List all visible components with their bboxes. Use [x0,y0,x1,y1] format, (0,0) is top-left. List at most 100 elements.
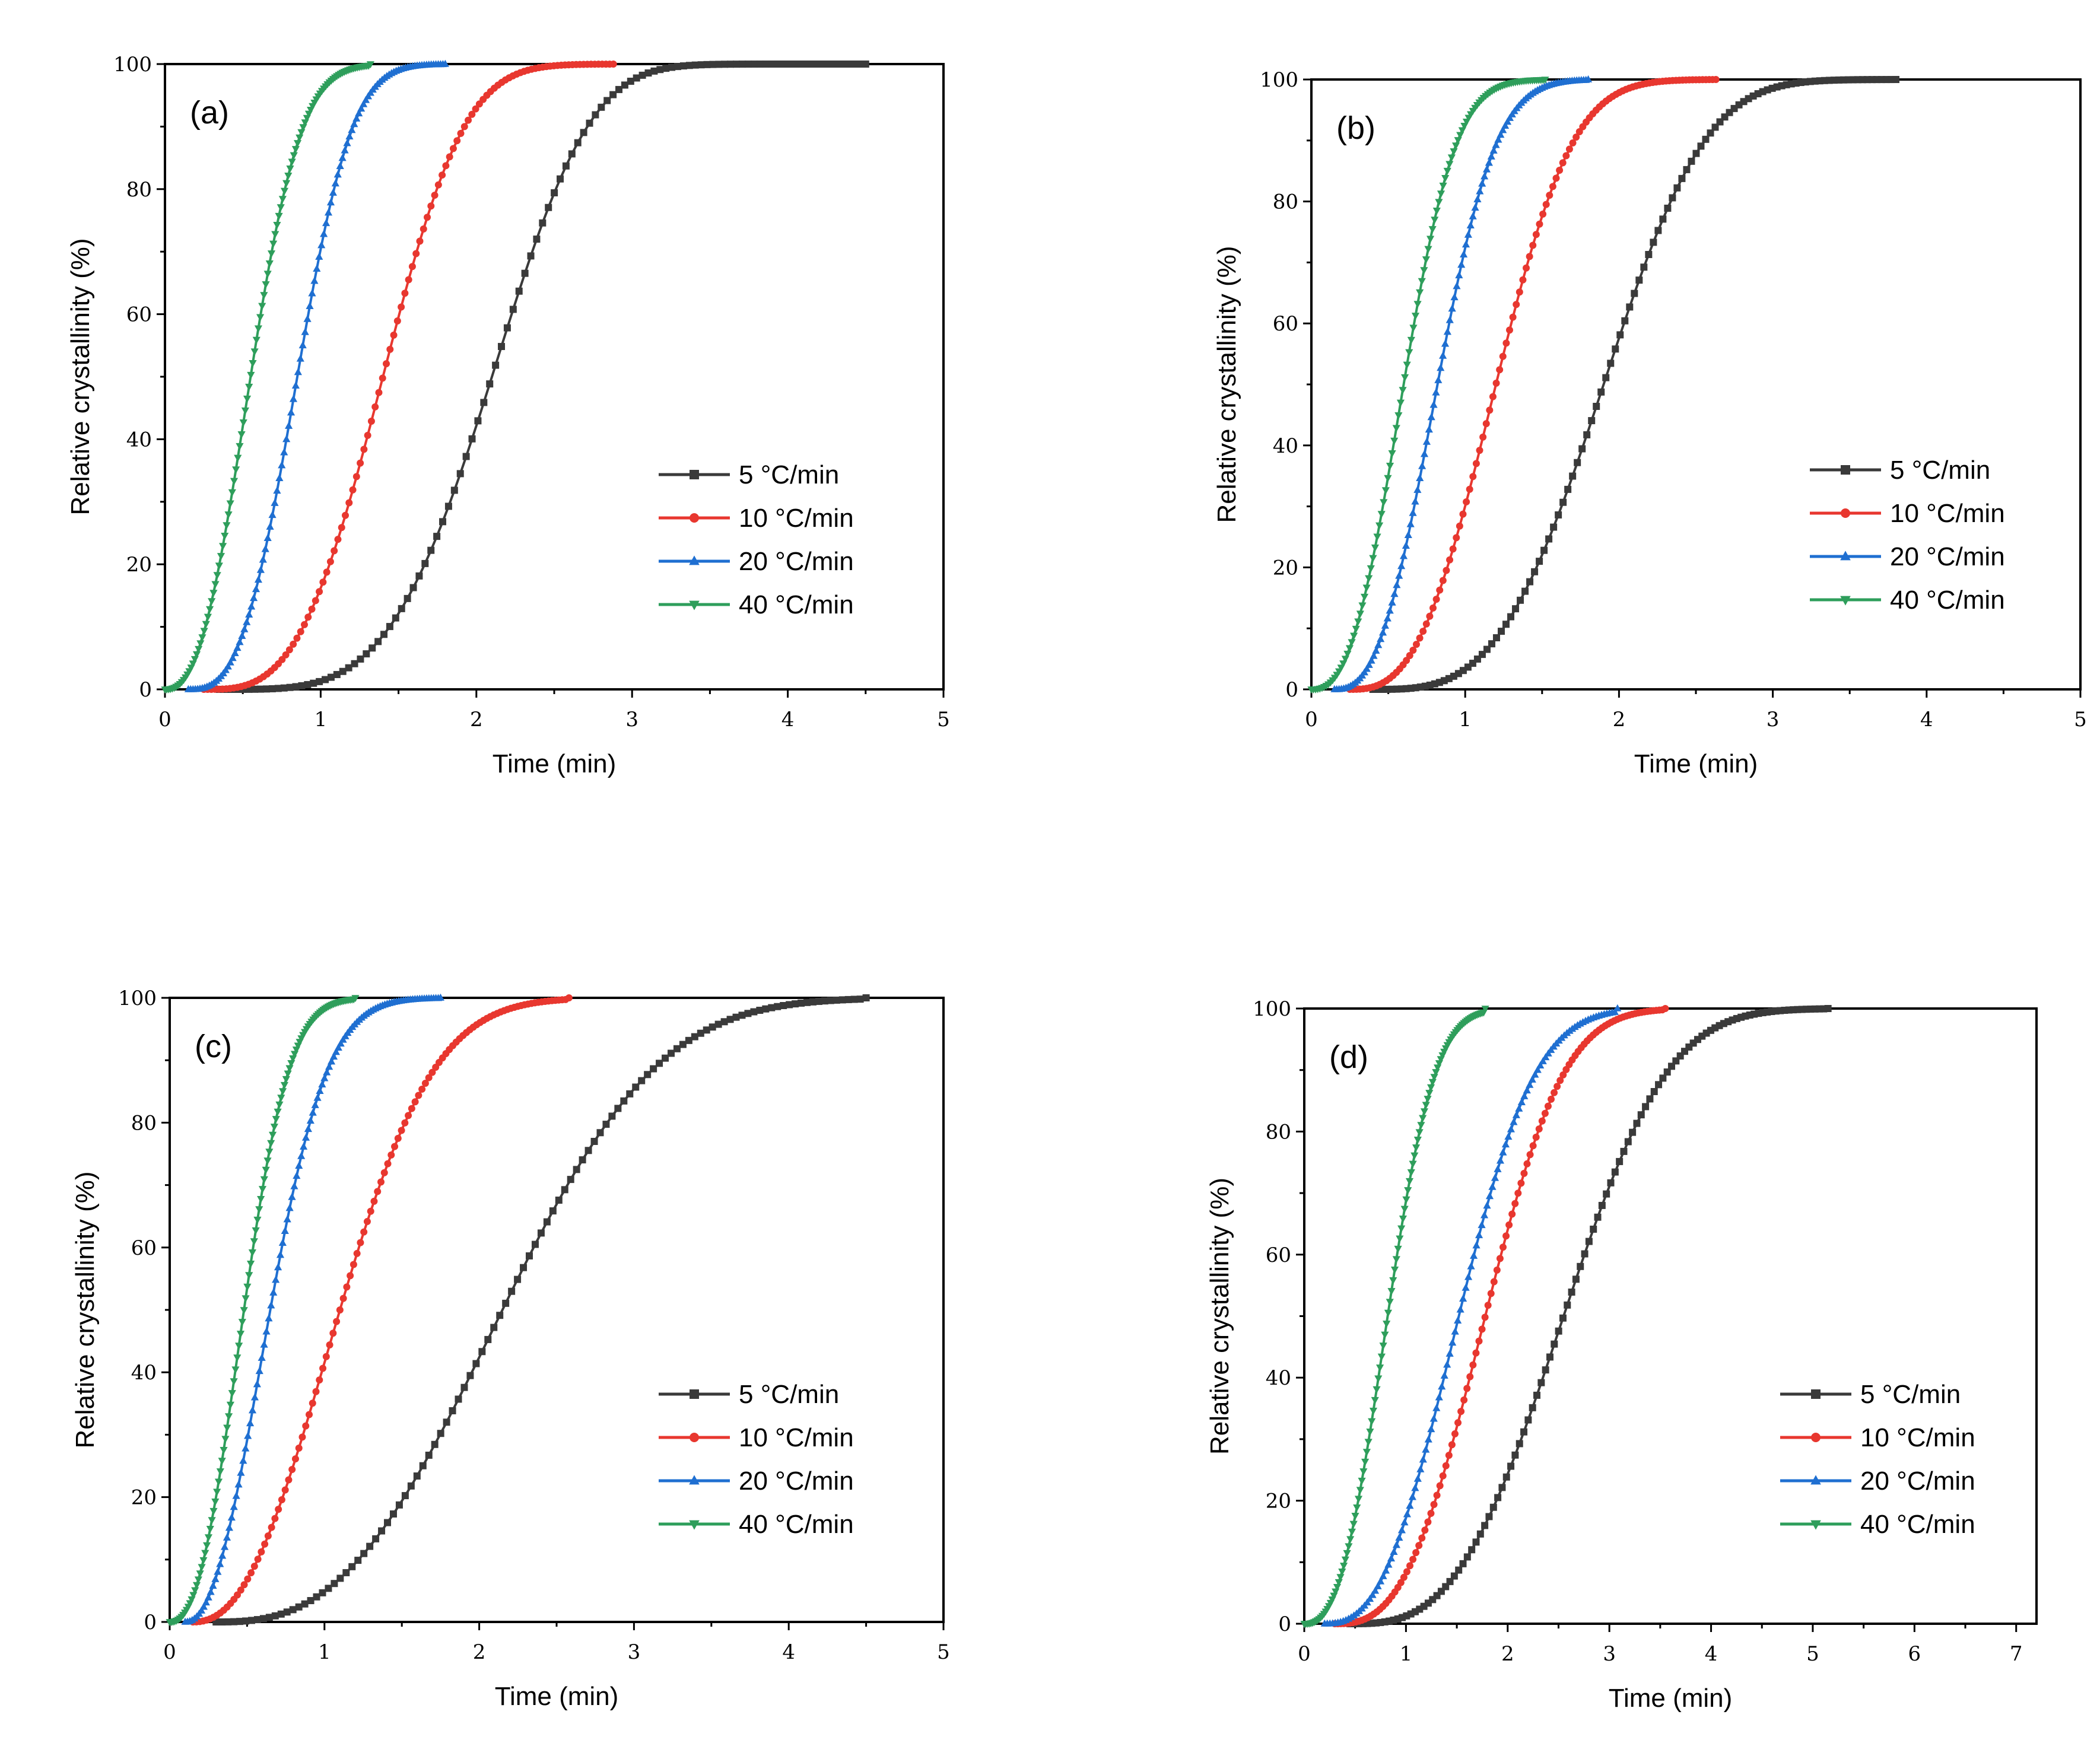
data-point [1536,558,1543,565]
data-point [1430,1501,1438,1509]
data-point [1451,1327,1459,1335]
data-point [1569,472,1577,480]
x-tick-label: 4 [781,708,795,731]
y-tick-label: 20 [131,1486,157,1510]
data-point [325,1585,332,1592]
data-point [268,685,276,692]
data-point [198,634,206,642]
data-point [1702,135,1710,143]
data-point [1533,1065,1542,1073]
data-point [1564,1301,1571,1309]
data-point [472,1360,480,1367]
legend-label: 10 °C/min [739,1423,854,1452]
data-point [1426,612,1434,620]
data-point [1539,210,1547,218]
data-point [326,558,334,565]
data-point [1378,628,1387,636]
data-point [1422,1445,1430,1453]
legend: 5 °C/min 10 °C/min 20 °C/min 40 °C/min [1780,1380,1975,1539]
data-point [1459,510,1467,518]
x-tick-label: 2 [1501,1642,1514,1666]
data-point [312,597,319,605]
data-point [1387,1554,1396,1562]
data-point [1533,1391,1541,1399]
data-point [1362,664,1371,672]
data-point [453,137,461,145]
data-point [1426,236,1435,243]
data-point [1386,1299,1394,1306]
data-point [313,1093,322,1101]
data-point [353,1249,361,1257]
data-point [243,395,252,403]
data-point [271,1515,279,1522]
data-point [691,61,699,69]
data-point [466,1372,474,1379]
data-point [1419,1455,1427,1463]
data-point [272,1116,280,1124]
data-point [1407,1169,1415,1177]
data-point [260,292,268,300]
data-point [320,1074,329,1081]
data-point [1504,1133,1513,1140]
data-point [838,61,846,68]
data-point [1654,227,1662,234]
data-point [1358,602,1367,610]
panel-label: (a) [190,95,229,131]
data-point [380,1169,388,1176]
data-point [1572,1275,1580,1283]
data-point [288,158,296,166]
data-point [245,383,253,391]
data-point [347,1272,354,1280]
data-point [1418,278,1426,285]
data-point [333,170,342,178]
series-1 [1369,76,1899,693]
data-point [259,555,267,563]
data-point [1399,387,1407,395]
data-point [211,1574,220,1582]
data-point [1415,1542,1423,1550]
data-point [638,71,646,79]
data-point [278,196,287,203]
data-point [247,1569,255,1577]
data-point [1367,656,1375,664]
data-point [1484,1302,1492,1309]
data-point [650,67,658,75]
data-point [409,584,417,591]
legend: 5 °C/min 10 °C/min 20 °C/min 40 °C/min [659,1380,854,1539]
data-point [1456,522,1463,530]
data-point [1556,1077,1564,1084]
data-point [232,466,240,474]
data-point [1480,1211,1489,1219]
data-point [257,685,265,693]
data-point [1502,339,1510,347]
data-point [1552,174,1560,182]
data-point [284,173,293,180]
data-point [1405,349,1413,357]
data-point [527,252,535,260]
data-point [1381,487,1390,495]
data-point [246,1260,255,1268]
data-point [261,1540,269,1548]
data-point [539,219,547,227]
series-line [164,63,371,691]
data-point [387,1151,395,1159]
data-point [1413,1474,1422,1482]
data-point [262,1166,270,1174]
data-point [1490,1278,1498,1286]
data-point [394,1134,402,1142]
data-point [249,360,257,368]
data-point [1406,651,1413,659]
data-point [502,1299,510,1307]
data-point [478,1348,486,1356]
data-point [260,1340,268,1348]
data-point [620,1097,628,1105]
data-point [232,1491,240,1499]
data-point [348,1563,356,1570]
data-point [714,1020,722,1028]
data-point [342,1569,350,1576]
data-point [1512,1111,1520,1118]
data-point [602,1121,610,1128]
data-point [1436,586,1444,594]
data-point [1413,301,1422,308]
data-point [1892,76,1899,83]
